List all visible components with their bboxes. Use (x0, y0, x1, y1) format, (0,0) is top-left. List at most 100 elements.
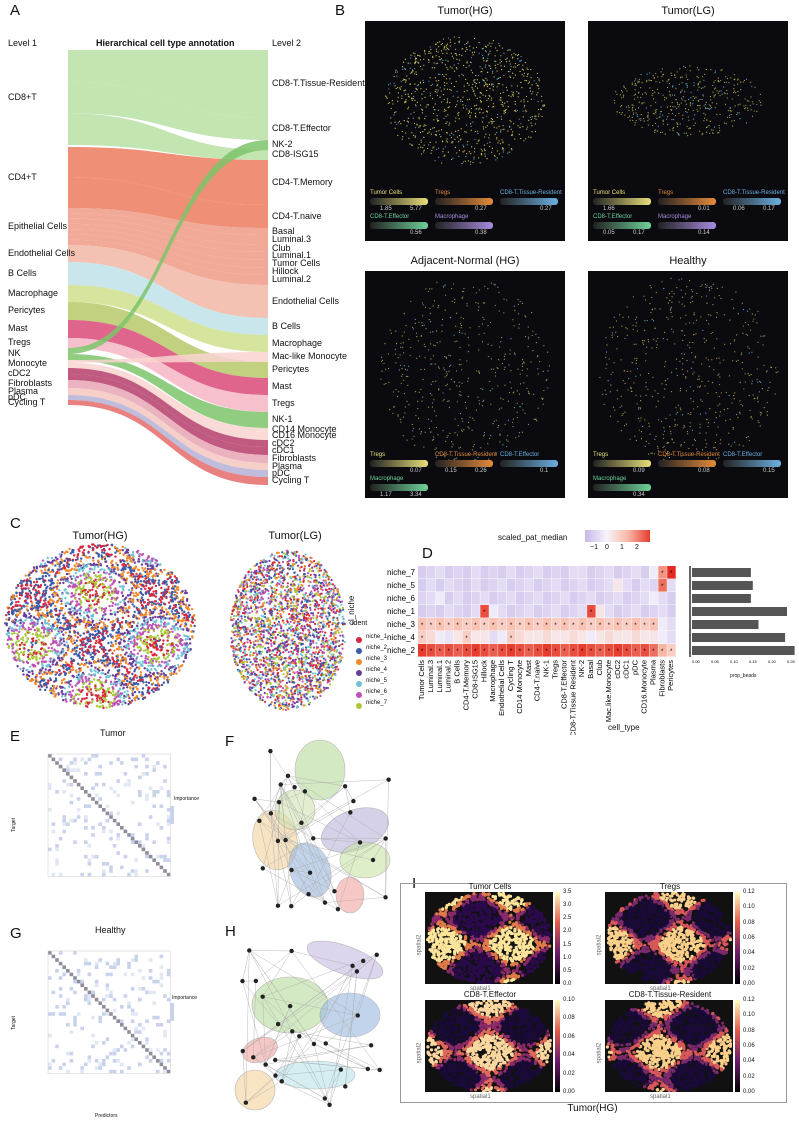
importance-cell (69, 800, 74, 805)
importance-cell (148, 969, 153, 973)
d-prop-bar (692, 594, 751, 603)
d-heat-cell (542, 618, 552, 631)
sankey-flow (68, 50, 268, 118)
d-legend-tick: 2 (635, 544, 639, 551)
d-heat-cell (640, 605, 649, 618)
d-sig-mark: * (421, 649, 424, 655)
i-colorbar (555, 892, 560, 984)
i-frame (400, 883, 787, 1103)
d-heat-cell (453, 566, 463, 579)
network-node (297, 1033, 302, 1039)
d-heat-cell (435, 592, 445, 605)
b-legend-name: Tregs (435, 190, 451, 196)
sankey-right-label: Pericytes (272, 364, 310, 374)
network-node (299, 820, 304, 826)
d-col-label: Pericytes (666, 660, 675, 691)
c-legend-label: niche_1 (366, 634, 388, 640)
d-sig-mark: * (448, 649, 451, 655)
i-colorbar-tick: 0.02 (743, 965, 755, 972)
importance-cell (141, 976, 146, 980)
importance-cell (145, 757, 149, 762)
importance-cell (152, 764, 156, 769)
importance-cell (166, 1069, 171, 1074)
network-node (383, 895, 388, 900)
d-col-label: CD4-T.Memory (462, 660, 471, 711)
importance-cell (112, 818, 117, 823)
network-node (260, 866, 265, 871)
importance-cell (58, 836, 63, 841)
b-legend-low: 0.05 (603, 230, 615, 236)
importance-cell (51, 757, 56, 762)
d-heat-cell (560, 566, 569, 579)
importance-cell (51, 954, 56, 959)
b-legend-bar (370, 460, 428, 467)
d-heat-cell (587, 644, 596, 657)
i-colorbar (555, 1000, 560, 1092)
c-legend-title: ident (352, 620, 368, 627)
importance-cell (166, 969, 171, 973)
importance-cell (84, 854, 88, 859)
d-sig-mark: * (537, 649, 540, 655)
d-sig-mark: * (519, 623, 522, 629)
e-legend: Importance (174, 796, 200, 802)
i-spatial-heatmap (425, 892, 553, 984)
network-node (290, 1029, 295, 1034)
d-heat-cell (551, 566, 560, 579)
importance-cell (141, 844, 146, 848)
network-node (240, 1048, 245, 1054)
d-heat-cell (435, 631, 445, 644)
i-panel-title: CD8-T.Effector (463, 990, 517, 999)
importance-cell (98, 1015, 102, 1020)
importance-cell (163, 1048, 167, 1052)
d-sig-mark: * (643, 649, 646, 655)
d-heat-cell (418, 579, 427, 592)
b-legend-bar (593, 484, 651, 491)
d-legend-bar (585, 530, 650, 542)
d-col-label: CD8-T.Effector (559, 660, 568, 710)
network-node (365, 1066, 371, 1072)
network-node (332, 889, 337, 894)
d-heat-cell (667, 579, 676, 592)
network-node (368, 1043, 374, 1048)
importance-cell (109, 811, 113, 816)
d-heat-cell (658, 566, 667, 579)
b-legend-high: 0.26 (475, 468, 487, 474)
d-sig-mark: * (528, 623, 531, 629)
d-barlabel: prop_beads (730, 673, 757, 679)
importance-cell (127, 1041, 131, 1045)
d-sig-mark: * (590, 610, 593, 616)
importance-cell (94, 754, 99, 758)
importance-cell (62, 829, 66, 834)
importance-cell (80, 979, 84, 984)
d-heat-cell (649, 592, 658, 605)
d-heat-cell (551, 631, 560, 644)
d-heat-cell (640, 592, 649, 605)
d-col-label: Macrophage (488, 660, 497, 702)
d-sig-mark: * (661, 649, 664, 655)
d-heat-cell (489, 631, 498, 644)
importance-cell (130, 987, 135, 991)
sankey-right-label: CD14 Monocyte (272, 424, 337, 434)
d-heat-cell (418, 618, 427, 631)
sankey-right-label: pDC (272, 467, 291, 478)
sankey-level2-label: Level 2 (272, 38, 302, 48)
importance-cell (134, 1012, 138, 1016)
importance-cell (166, 836, 171, 841)
d-sig-mark: * (634, 649, 637, 655)
d-heat-cell (622, 644, 632, 657)
d-heat-cell (569, 579, 578, 592)
c-legend-label: niche_5 (366, 678, 388, 684)
d-heat-cell (667, 605, 676, 618)
d-sig-mark: * (617, 649, 620, 655)
d-sig-mark: * (465, 636, 468, 642)
d-prop-bar (692, 620, 759, 629)
importance-cell (73, 757, 77, 762)
importance-cell (102, 872, 106, 877)
d-heat-cell (453, 631, 463, 644)
importance-cell (48, 782, 52, 787)
d-col-label: NK-1 (542, 660, 551, 677)
d-heat-cell (640, 566, 649, 579)
d-heat-cell (667, 618, 676, 631)
importance-cell (87, 844, 92, 848)
importance-cell (102, 1012, 106, 1016)
